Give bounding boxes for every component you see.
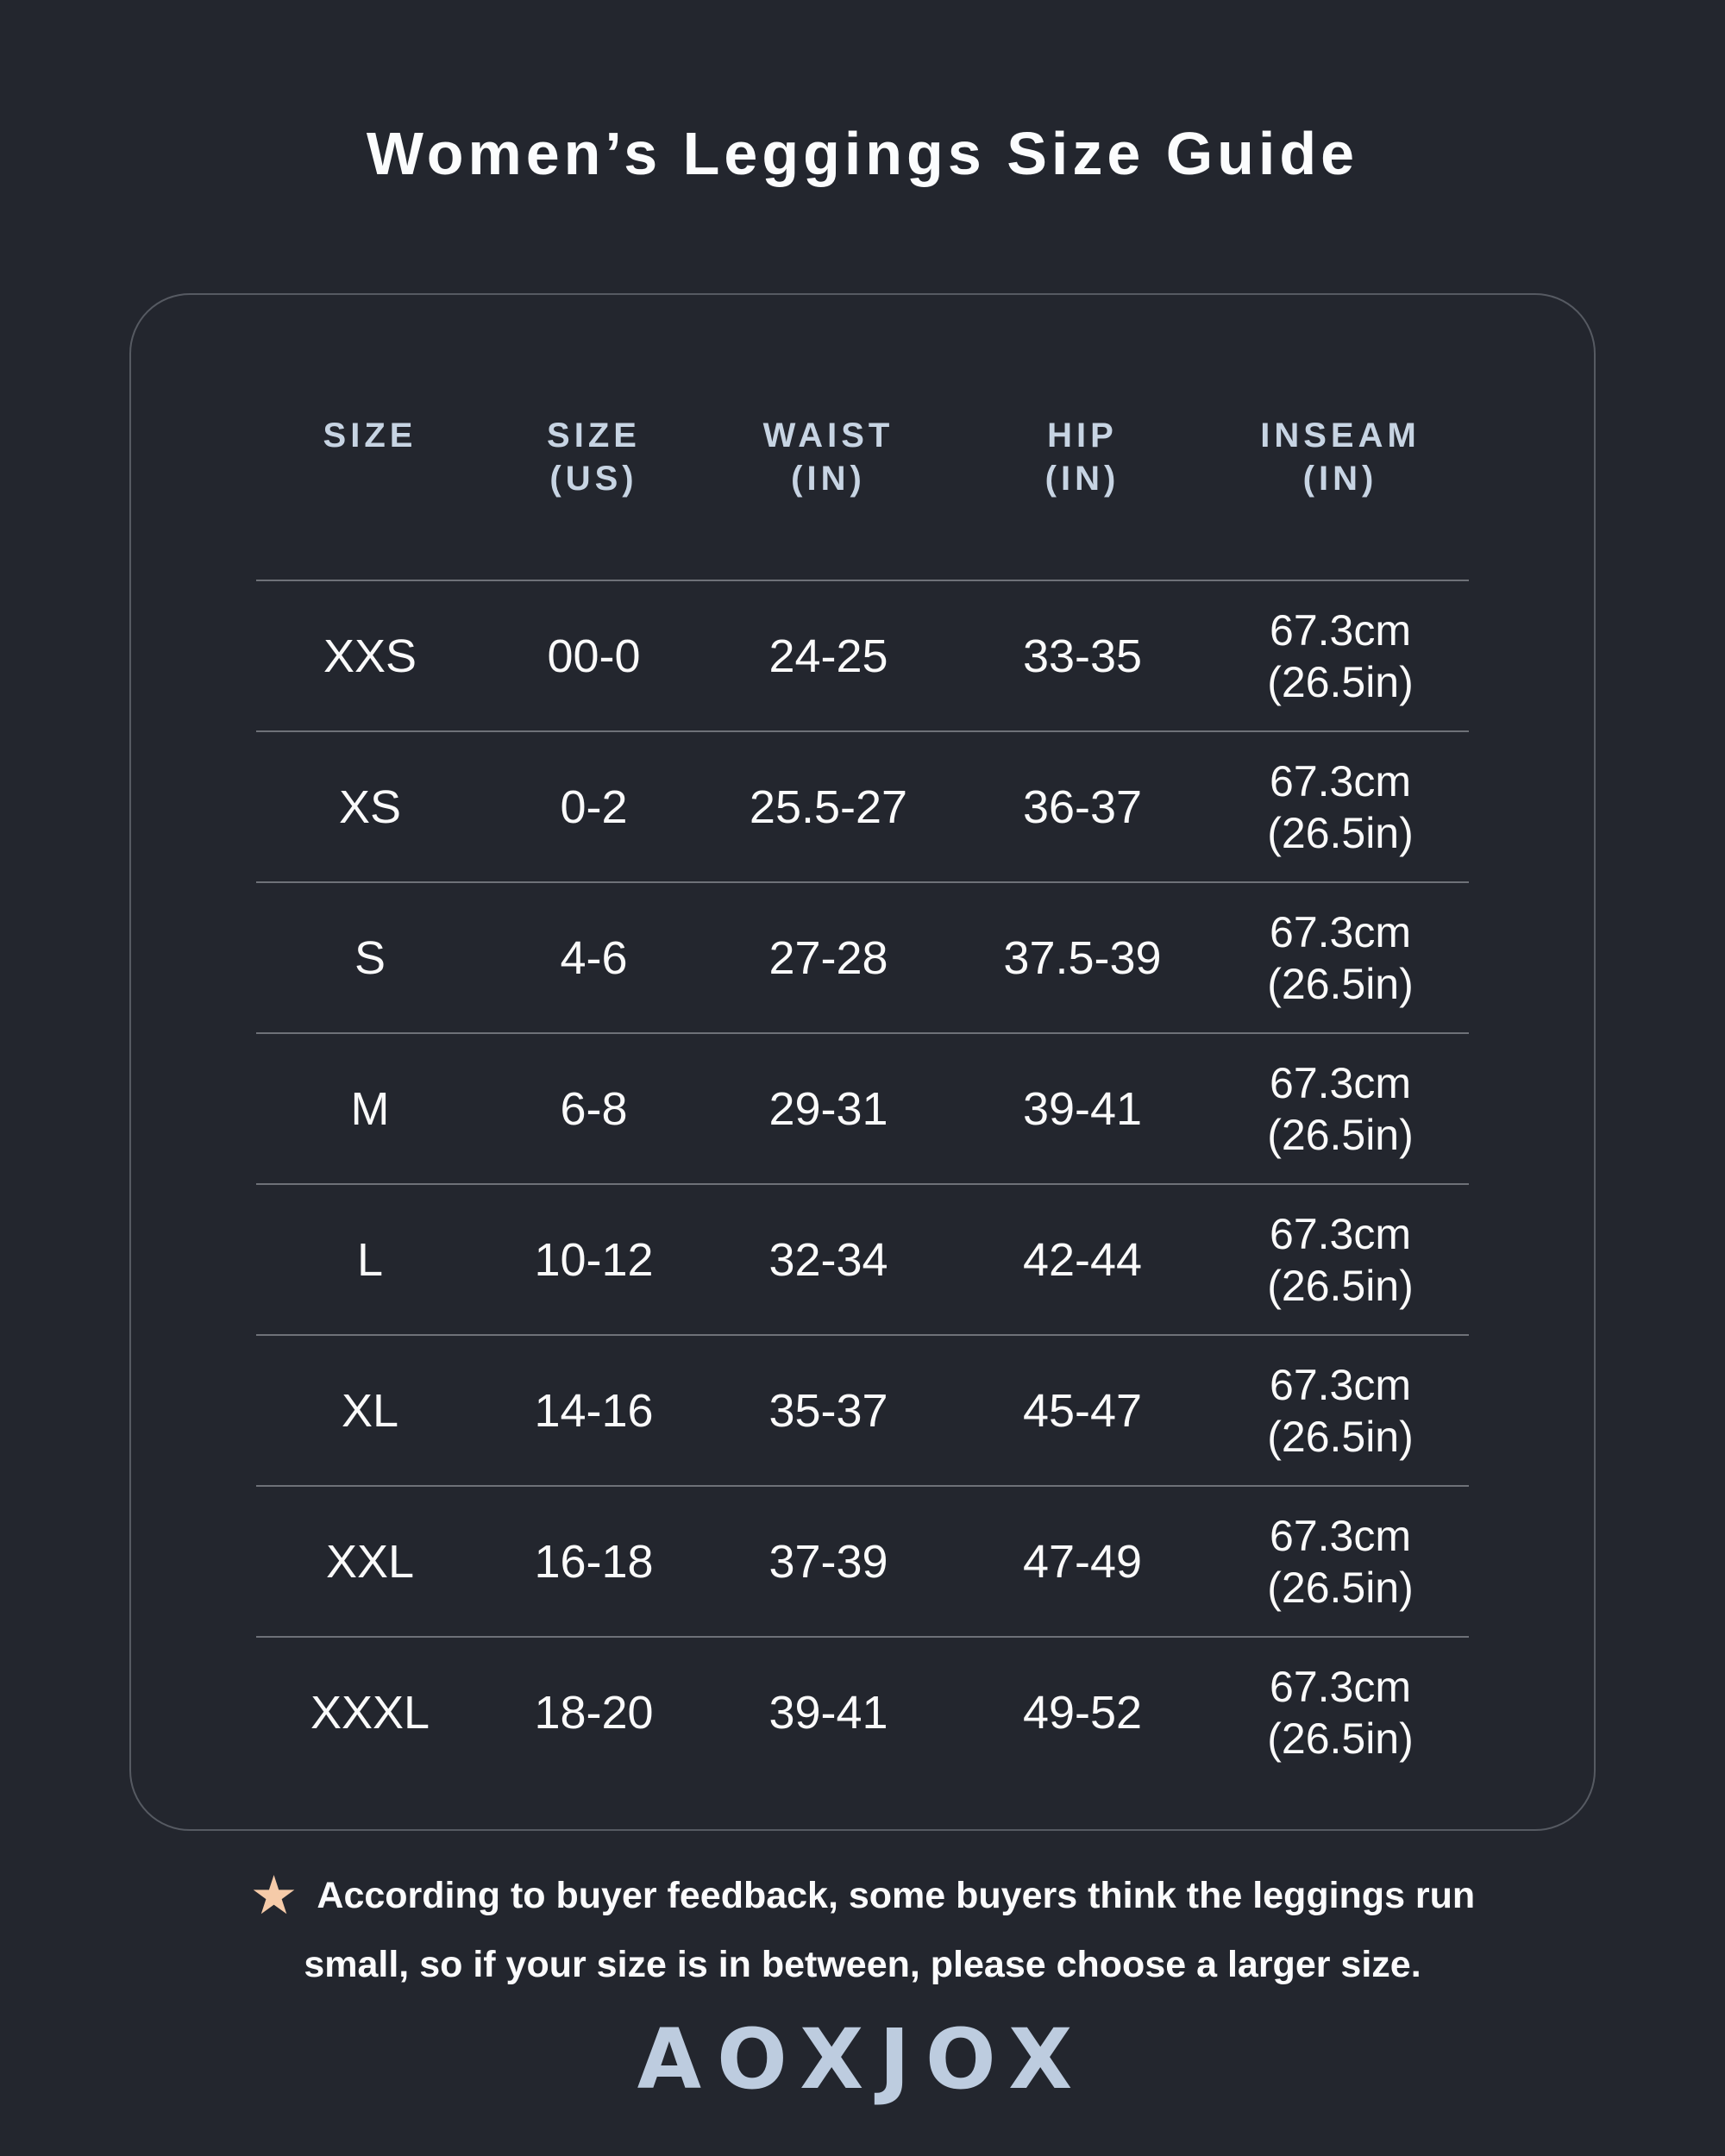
cell-size: XXXL bbox=[310, 1686, 430, 1739]
inseam-cm: 67.3cm bbox=[1270, 605, 1411, 655]
table-row-l: L 10-12 32-34 42-44 67.3cm (26.5in) bbox=[256, 1185, 1469, 1336]
cell-waist: 39-41 bbox=[768, 1686, 888, 1739]
cell-size-us: 6-8 bbox=[560, 1082, 628, 1135]
cell-size: XXL bbox=[325, 1535, 415, 1588]
inseam-in: (26.5in) bbox=[1267, 1563, 1414, 1612]
cell-size: XL bbox=[341, 1384, 399, 1437]
header-line-2: (IN) bbox=[791, 460, 866, 498]
note-text-1: According to buyer feedback, some buyers… bbox=[317, 1875, 1476, 1916]
cell-hip: 37.5-39 bbox=[1003, 931, 1162, 984]
header-line-1: HIP bbox=[1047, 417, 1118, 454]
inseam-in: (26.5in) bbox=[1267, 1714, 1414, 1763]
table-row-s: S 4-6 27-28 37.5-39 67.3cm (26.5in) bbox=[256, 883, 1469, 1034]
cell-inseam: 67.3cm (26.5in) bbox=[1212, 906, 1469, 1010]
cell-inseam: 67.3cm (26.5in) bbox=[1212, 1359, 1469, 1463]
table-row-xxs: XXS 00-0 24-25 33-35 67.3cm (26.5in) bbox=[256, 581, 1469, 732]
star-icon: ★ bbox=[249, 1864, 298, 1927]
table-header-row: SIZE SIZE (US) WAIST (IN) HIP (IN) INSEA… bbox=[256, 295, 1469, 581]
cell-size-us: 16-18 bbox=[534, 1535, 654, 1588]
inseam-cm: 67.3cm bbox=[1270, 907, 1411, 956]
header-cell-inseam: INSEAM (IN) bbox=[1212, 414, 1469, 500]
brand-logo: AOXJOX bbox=[637, 2011, 1088, 2108]
cell-size-us: 10-12 bbox=[534, 1233, 654, 1286]
cell-waist: 25.5-27 bbox=[749, 780, 908, 833]
cell-size-us: 00-0 bbox=[547, 630, 641, 682]
inseam-in: (26.5in) bbox=[1267, 1261, 1414, 1310]
cell-inseam: 67.3cm (26.5in) bbox=[1212, 1510, 1469, 1614]
inseam-cm: 67.3cm bbox=[1270, 1360, 1411, 1409]
table-row-m: M 6-8 29-31 39-41 67.3cm (26.5in) bbox=[256, 1034, 1469, 1185]
cell-size-us: 14-16 bbox=[534, 1384, 654, 1437]
cell-size: L bbox=[356, 1233, 384, 1286]
cell-waist: 32-34 bbox=[768, 1233, 888, 1286]
cell-waist: 27-28 bbox=[768, 931, 888, 984]
cell-hip: 39-41 bbox=[1022, 1082, 1143, 1135]
inseam-in: (26.5in) bbox=[1267, 1412, 1414, 1461]
inseam-in: (26.5in) bbox=[1267, 959, 1414, 1008]
size-table-card: SIZE SIZE (US) WAIST (IN) HIP (IN) INSEA… bbox=[129, 293, 1596, 1831]
cell-size: S bbox=[354, 931, 386, 984]
cell-waist: 29-31 bbox=[768, 1082, 888, 1135]
cell-inseam: 67.3cm (26.5in) bbox=[1212, 1057, 1469, 1161]
cell-hip: 33-35 bbox=[1022, 630, 1143, 682]
cell-hip: 49-52 bbox=[1022, 1686, 1143, 1739]
inseam-cm: 67.3cm bbox=[1270, 1058, 1411, 1107]
header-line-1: SIZE bbox=[323, 417, 417, 454]
header-cell-hip: HIP (IN) bbox=[953, 414, 1212, 500]
inseam-in: (26.5in) bbox=[1267, 657, 1414, 706]
size-table: SIZE SIZE (US) WAIST (IN) HIP (IN) INSEA… bbox=[256, 295, 1469, 1787]
inseam-cm: 67.3cm bbox=[1270, 1209, 1411, 1258]
cell-size-us: 0-2 bbox=[560, 780, 628, 833]
buyer-feedback-note: ★ According to buyer feedback, some buye… bbox=[0, 1861, 1725, 1999]
cell-inseam: 67.3cm (26.5in) bbox=[1212, 1208, 1469, 1312]
cell-inseam: 67.3cm (26.5in) bbox=[1212, 605, 1469, 708]
cell-waist: 35-37 bbox=[768, 1384, 888, 1437]
table-row-xl: XL 14-16 35-37 45-47 67.3cm (26.5in) bbox=[256, 1336, 1469, 1487]
header-line-2: (IN) bbox=[1044, 460, 1120, 498]
inseam-in: (26.5in) bbox=[1267, 1110, 1414, 1159]
table-row-xxl: XXL 16-18 37-39 47-49 67.3cm (26.5in) bbox=[256, 1487, 1469, 1638]
cell-inseam: 67.3cm (26.5in) bbox=[1212, 755, 1469, 859]
cell-size: XXS bbox=[323, 630, 417, 682]
header-line-1: WAIST bbox=[762, 417, 894, 454]
inseam-in: (26.5in) bbox=[1267, 808, 1414, 857]
inseam-cm: 67.3cm bbox=[1270, 1662, 1411, 1711]
inseam-cm: 67.3cm bbox=[1270, 756, 1411, 805]
header-cell-size: SIZE bbox=[256, 414, 484, 500]
cell-hip: 47-49 bbox=[1022, 1535, 1143, 1588]
cell-hip: 42-44 bbox=[1022, 1233, 1143, 1286]
note-line-2: small, so if your size is in between, pl… bbox=[304, 1944, 1421, 1985]
cell-waist: 37-39 bbox=[768, 1535, 888, 1588]
header-cell-size-us: SIZE (US) bbox=[484, 414, 704, 500]
note-line-1: ★ According to buyer feedback, some buye… bbox=[0, 1861, 1725, 1930]
cell-hip: 36-37 bbox=[1022, 780, 1143, 833]
inseam-cm: 67.3cm bbox=[1270, 1511, 1411, 1560]
header-line-2: (IN) bbox=[1302, 460, 1378, 498]
table-row-xs: XS 0-2 25.5-27 36-37 67.3cm (26.5in) bbox=[256, 732, 1469, 883]
table-row-xxxl: XXXL 18-20 39-41 49-52 67.3cm (26.5in) bbox=[256, 1638, 1469, 1787]
cell-size-us: 18-20 bbox=[534, 1686, 654, 1739]
header-line-1: INSEAM bbox=[1260, 417, 1421, 454]
header-line-1: SIZE bbox=[547, 417, 641, 454]
page-title: Women’s Leggings Size Guide bbox=[366, 120, 1359, 187]
cell-inseam: 67.3cm (26.5in) bbox=[1212, 1661, 1469, 1764]
cell-size: XS bbox=[338, 780, 402, 833]
cell-size-us: 4-6 bbox=[560, 931, 628, 984]
cell-waist: 24-25 bbox=[768, 630, 888, 682]
cell-hip: 45-47 bbox=[1022, 1384, 1143, 1437]
cell-size: M bbox=[350, 1082, 390, 1135]
header-line-2: (US) bbox=[549, 460, 638, 498]
header-cell-waist: WAIST (IN) bbox=[704, 414, 953, 500]
